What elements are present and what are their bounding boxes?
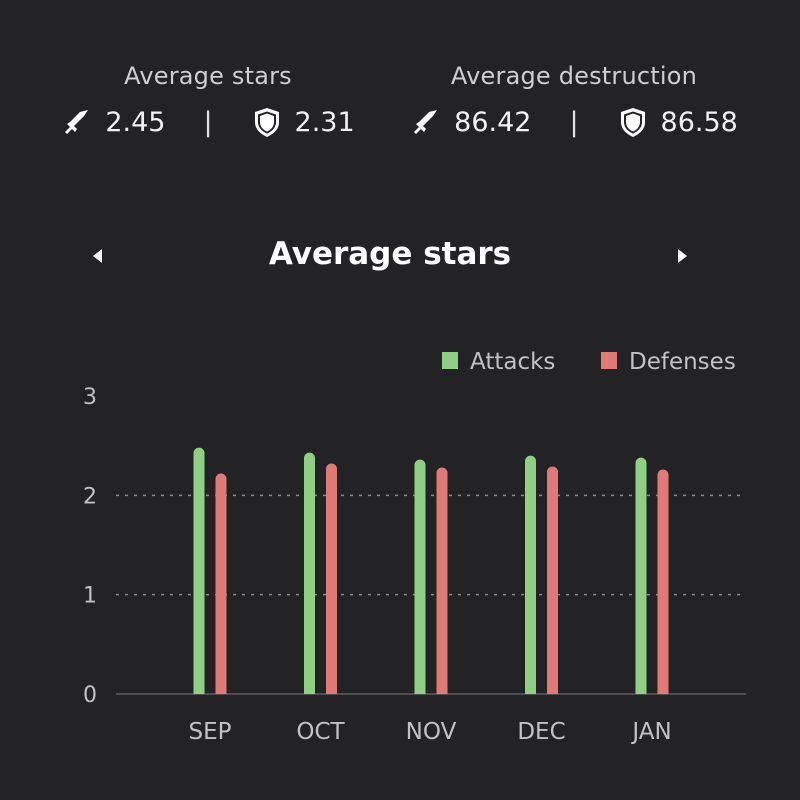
sword-icon xyxy=(410,106,442,138)
bar-defenses-sep xyxy=(215,473,227,694)
stars-attack-value: 2.45 xyxy=(105,106,166,138)
average-stars-bar-chart: Attacks Defenses 0 1 2 3 SEP OCT NOV DEC JAN xyxy=(83,349,746,745)
x-tick-label: OCT xyxy=(296,719,345,745)
bar-defenses-nov xyxy=(436,467,448,694)
bar-attacks-nov xyxy=(414,459,426,694)
bar-attacks-sep xyxy=(193,447,205,694)
bar-attacks-dec xyxy=(525,455,536,694)
bar-defenses-dec xyxy=(547,466,558,694)
next-chart-button[interactable] xyxy=(664,238,700,274)
y-tick-label: 2 xyxy=(83,484,97,509)
destruction-attack-value: 86.42 xyxy=(454,106,532,138)
previous-chart-button[interactable] xyxy=(80,238,116,274)
y-tick-label: 3 xyxy=(83,385,97,410)
average-stars-summary: Average stars 2.45 | 2.31 xyxy=(58,62,358,138)
legend-label-defenses: Defenses xyxy=(629,349,736,375)
average-stars-title: Average stars xyxy=(124,62,292,90)
bar-defenses-oct xyxy=(326,463,337,694)
sword-icon xyxy=(61,106,93,138)
shield-icon xyxy=(251,106,283,138)
caret-right-icon xyxy=(678,249,687,263)
bar-attacks-jan xyxy=(635,457,647,694)
x-tick-label: SEP xyxy=(188,719,231,745)
legend-swatch-attacks xyxy=(442,352,458,369)
bar-attacks-oct xyxy=(304,452,315,694)
average-destruction-values: 86.42 | 86.58 xyxy=(404,106,744,138)
stars-defense-value: 2.31 xyxy=(294,106,355,138)
x-tick-label: NOV xyxy=(406,719,457,745)
legend-swatch-defenses xyxy=(601,352,617,369)
chart-title: Average stars xyxy=(268,236,512,272)
legend-label-attacks: Attacks xyxy=(470,349,555,375)
destruction-defense-value: 86.58 xyxy=(660,106,738,138)
average-destruction-title: Average destruction xyxy=(450,62,698,90)
average-destruction-summary: Average destruction 86.42 | 86.58 xyxy=(404,62,744,138)
average-stars-values: 2.45 | 2.31 xyxy=(58,106,358,138)
y-tick-label: 0 xyxy=(83,683,97,708)
stars-separator: | xyxy=(203,106,213,138)
caret-left-icon xyxy=(93,249,102,263)
x-tick-label: DEC xyxy=(517,719,565,745)
bar-defenses-jan xyxy=(657,469,669,694)
shield-icon xyxy=(617,106,649,138)
destruction-separator: | xyxy=(569,106,579,138)
x-tick-label: JAN xyxy=(630,719,671,745)
chart-navigator: Average stars xyxy=(80,232,700,278)
y-tick-label: 1 xyxy=(83,584,97,609)
